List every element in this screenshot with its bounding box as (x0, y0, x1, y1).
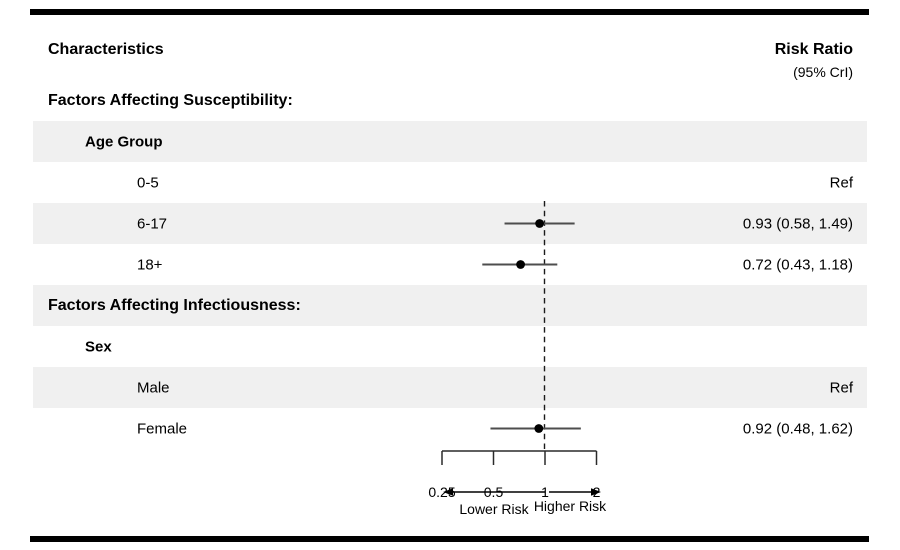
row-label: 18+ (137, 256, 163, 273)
row-label: Female (137, 420, 188, 437)
credible-interval-subheader: (95% CrI) (793, 64, 853, 80)
row-label: Factors Affecting Infectiousness: (48, 296, 301, 314)
bottom-rule (30, 536, 869, 542)
table-row: Factors Affecting Susceptibility: (33, 80, 867, 121)
row-label: Sex (85, 338, 112, 355)
row-label: 6-17 (137, 215, 168, 232)
table-row: 6-17 0.93 (0.58, 1.49) (33, 203, 867, 244)
table-row: Age Group (33, 121, 867, 162)
row-value: 0.72 (0.43, 1.18) (742, 256, 853, 273)
table-row: Factors Affecting Infectiousness: (33, 285, 867, 326)
table-row: 0-5 Ref (33, 162, 867, 203)
characteristics-column-header: Characteristics (48, 41, 164, 58)
table-row: 18+ 0.72 (0.43, 1.18) (33, 244, 867, 285)
row-value: Ref (829, 379, 853, 396)
top-rule (30, 9, 869, 15)
row-value: 0.92 (0.48, 1.62) (742, 420, 853, 437)
row-label: 0-5 (137, 174, 159, 191)
row-value: Ref (829, 174, 853, 191)
row-value: 0.93 (0.58, 1.49) (742, 215, 853, 232)
table-row: Male Ref (33, 367, 867, 408)
table-row: Sex (33, 326, 867, 367)
row-label: Age Group (85, 133, 163, 150)
row-label: Factors Affecting Susceptibility: (48, 91, 293, 109)
risk-ratio-column-header: Risk Ratio (774, 41, 853, 58)
table-row: Female 0.92 (0.48, 1.62) (33, 408, 867, 449)
row-label: Male (137, 379, 170, 396)
